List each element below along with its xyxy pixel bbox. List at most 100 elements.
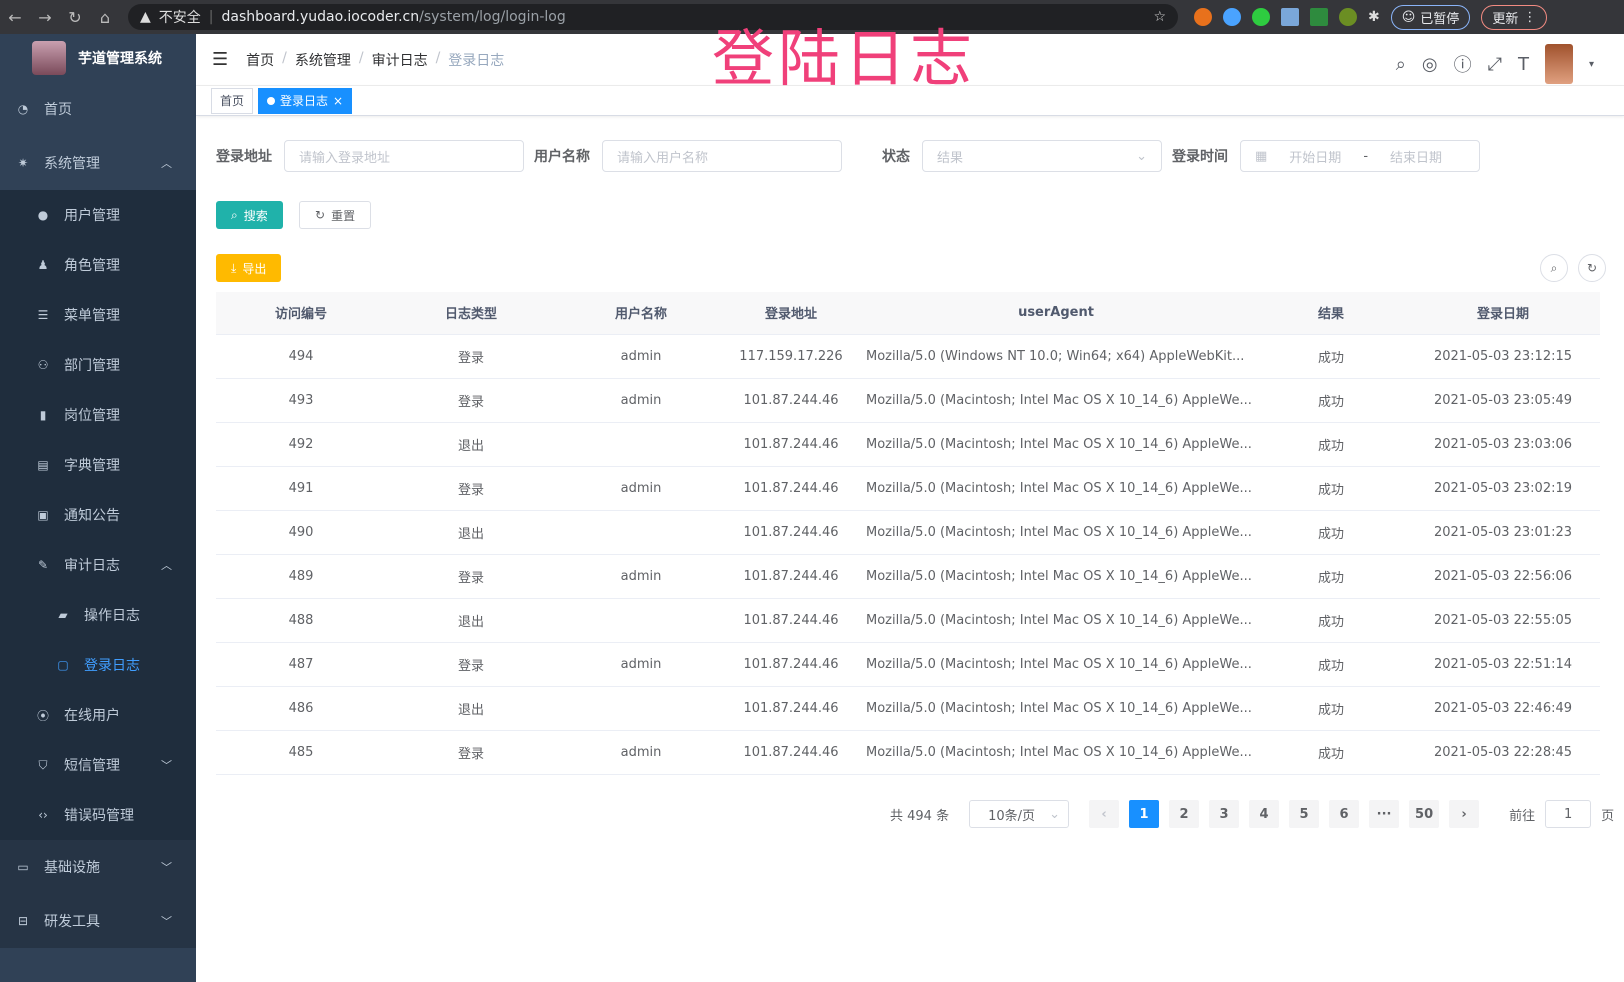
font-size-icon[interactable]: T xyxy=(1517,53,1529,75)
sidebar-item-home[interactable]: ◔ 首页 xyxy=(17,102,72,118)
goto-page-input[interactable]: 1 xyxy=(1545,800,1592,828)
code-icon: ‹› xyxy=(38,808,48,822)
chevron-down-icon: ⌄ xyxy=(1049,806,1061,822)
table-cell xyxy=(556,422,726,467)
table-row[interactable]: 494 登录 admin 117.159.17.226 Mozilla/5.0 (Win… xyxy=(216,334,1600,379)
puzzle-icon[interactable]: ✱ xyxy=(1368,9,1380,25)
ip-input[interactable]: 请输入登录地址 xyxy=(284,140,524,172)
extension-icon[interactable] xyxy=(1339,8,1357,26)
table-cell: 成功 xyxy=(1256,422,1406,467)
update-button[interactable]: 更新 ⋮ xyxy=(1481,4,1548,30)
next-page-button[interactable]: › xyxy=(1449,800,1480,828)
refresh-icon: ↻ xyxy=(315,208,326,222)
export-button[interactable]: ⤓ 导出 xyxy=(216,254,282,282)
form-icon: ▰ xyxy=(58,608,68,622)
date-range-picker[interactable]: ▦ 开始日期 - 结束日期 xyxy=(1240,140,1480,172)
tag-home[interactable]: 首页 xyxy=(211,87,254,114)
table-row[interactable]: 487 登录 admin 101.87.244.46 Mozilla/5.0 (Maci… xyxy=(216,642,1600,687)
sidebar-item-system[interactable]: ✷ 系统管理 ︿ xyxy=(17,156,172,172)
page-button[interactable]: 5 xyxy=(1289,800,1320,828)
breadcrumb-item[interactable]: 首页 xyxy=(246,52,275,69)
table-cell: 成功 xyxy=(1256,730,1406,775)
table-row[interactable]: 491 登录 admin 101.87.244.46 Mozilla/5.0 (Maci… xyxy=(216,466,1600,511)
search-icon: ⌕ xyxy=(1550,260,1558,275)
table-cell: 494 xyxy=(216,334,386,379)
page-size-select[interactable]: 10条/页 ⌄ xyxy=(969,800,1070,828)
extension-icon[interactable] xyxy=(1194,8,1212,26)
table-cell: 2021-05-03 23:05:49 xyxy=(1406,378,1600,423)
table-row[interactable]: 492 退出 101.87.244.46 Mozilla/5.0 (Macintosh… xyxy=(216,422,1600,467)
table-row[interactable]: 490 退出 101.87.244.46 Mozilla/5.0 (Macintosh… xyxy=(216,510,1600,555)
page-button[interactable]: 1 xyxy=(1129,800,1160,828)
table-cell: 退出 xyxy=(386,598,556,643)
sidebar-item-post[interactable]: ▮ 岗位管理 xyxy=(0,390,196,440)
calendar-icon: ▦ xyxy=(1255,148,1268,164)
table-row[interactable]: 493 登录 admin 101.87.244.46 Mozilla/5.0 (Maci… xyxy=(216,378,1600,423)
address-bar[interactable]: ▲ 不安全 | dashboard.yudao.iocoder.cn/syste… xyxy=(128,4,1178,30)
extension-icon[interactable] xyxy=(1281,8,1299,26)
extension-icon[interactable] xyxy=(1223,8,1241,26)
sidebar-item-role[interactable]: ♟ 角色管理 xyxy=(37,258,120,274)
extension-icon[interactable] xyxy=(1252,8,1270,26)
sidebar-item-user[interactable]: ● 用户管理 xyxy=(37,208,120,224)
column-header: 登录日期 xyxy=(1406,292,1600,335)
column-header: 登录地址 xyxy=(726,292,856,335)
page-button[interactable]: 2 xyxy=(1169,800,1200,828)
page-button[interactable]: 50 xyxy=(1409,800,1440,828)
refresh-button[interactable]: ↻ xyxy=(1578,254,1606,282)
back-icon[interactable]: ← xyxy=(8,7,22,27)
sidebar-item-audit-log[interactable]: ✎ 审计日志 ︿ xyxy=(37,558,172,574)
sidebar-item-menu[interactable]: ☰ 菜单管理 xyxy=(37,308,120,324)
sidebar-item-online-user[interactable]: ⦿ 在线用户 xyxy=(36,708,120,724)
reset-button[interactable]: ↻ 重置 xyxy=(299,201,372,229)
app-logo[interactable]: 芋道管理系统 xyxy=(0,34,196,82)
table-row[interactable]: 486 退出 101.87.244.46 Mozilla/5.0 (Macintosh… xyxy=(216,686,1600,731)
help-icon[interactable]: ⓘ xyxy=(1453,55,1472,76)
reload-icon[interactable]: ↻ xyxy=(68,7,82,27)
toggle-search-button[interactable]: ⌕ xyxy=(1540,254,1568,282)
column-header: 用户名称 xyxy=(556,292,726,335)
breadcrumb-item[interactable]: 系统管理 xyxy=(294,52,351,69)
page-button[interactable]: 6 xyxy=(1329,800,1360,828)
table-row[interactable]: 485 登录 admin 101.87.244.46 Mozilla/5.0 (Maci… xyxy=(216,730,1600,775)
prev-page-button[interactable]: ‹ xyxy=(1089,800,1120,828)
close-icon[interactable]: × xyxy=(333,93,344,108)
sidebar-item-tool[interactable]: ⊟ 研发工具 ﹀ xyxy=(0,894,196,948)
search-button[interactable]: ⌕ 搜索 xyxy=(216,201,283,229)
sidebar-item-login-log[interactable]: ▢ 登录日志 xyxy=(57,658,140,674)
chevron-up-icon: ︿ xyxy=(161,157,172,170)
star-icon[interactable]: ☆ xyxy=(1153,9,1166,25)
sidebar-item-notice[interactable]: ▣ 通知公告 xyxy=(37,508,120,524)
extension-icon[interactable] xyxy=(1310,8,1328,26)
table-row[interactable]: 489 登录 admin 101.87.244.46 Mozilla/5.0 (Maci… xyxy=(216,554,1600,599)
sidebar-item-operate-log[interactable]: ▰ 操作日志 xyxy=(0,590,196,640)
table-cell: 登录 xyxy=(386,334,556,379)
sidebar-item-dict[interactable]: ▤ 字典管理 xyxy=(37,458,120,474)
home-icon[interactable]: ⌂ xyxy=(99,7,111,27)
page-button[interactable]: 3 xyxy=(1209,800,1240,828)
table-cell: 退出 xyxy=(386,422,556,467)
table-cell: 2021-05-03 23:03:06 xyxy=(1406,422,1600,467)
sidebar-item-error-code[interactable]: ‹› 错误码管理 xyxy=(0,790,196,840)
profile-button[interactable]: ☺ 已暂停 xyxy=(1390,4,1471,30)
sidebar-item-infra[interactable]: ▭ 基础设施 ﹀ xyxy=(0,840,196,894)
caret-down-icon[interactable]: ▾ xyxy=(1588,58,1594,70)
github-icon[interactable]: ◎ xyxy=(1421,53,1438,75)
sidebar-item-sms[interactable]: ⛉ 短信管理 ﹀ xyxy=(0,740,196,790)
page-button[interactable]: ··· xyxy=(1369,800,1400,828)
toolbox-icon: ⊟ xyxy=(17,914,29,928)
search-icon[interactable]: ⌕ xyxy=(1395,53,1406,75)
table-cell: 退出 xyxy=(386,686,556,731)
table-cell: 2021-05-03 22:28:45 xyxy=(1406,730,1600,775)
fullscreen-icon[interactable]: ⤢ xyxy=(1487,53,1502,75)
page-button[interactable]: 4 xyxy=(1249,800,1280,828)
avatar[interactable] xyxy=(1544,44,1573,84)
hamburger-icon[interactable]: ☰ xyxy=(212,49,229,70)
tag-login-log[interactable]: 登录日志 × xyxy=(258,87,353,114)
breadcrumb-item[interactable]: 审计日志 xyxy=(371,52,428,69)
status-select[interactable]: 结果 ⌄ xyxy=(922,140,1162,172)
forward-icon[interactable]: → xyxy=(38,7,52,27)
table-row[interactable]: 488 退出 101.87.244.46 Mozilla/5.0 (Macintosh… xyxy=(216,598,1600,643)
username-input[interactable]: 请输入用户名称 xyxy=(602,140,842,172)
sidebar-item-dept[interactable]: ⚇ 部门管理 xyxy=(37,358,120,374)
